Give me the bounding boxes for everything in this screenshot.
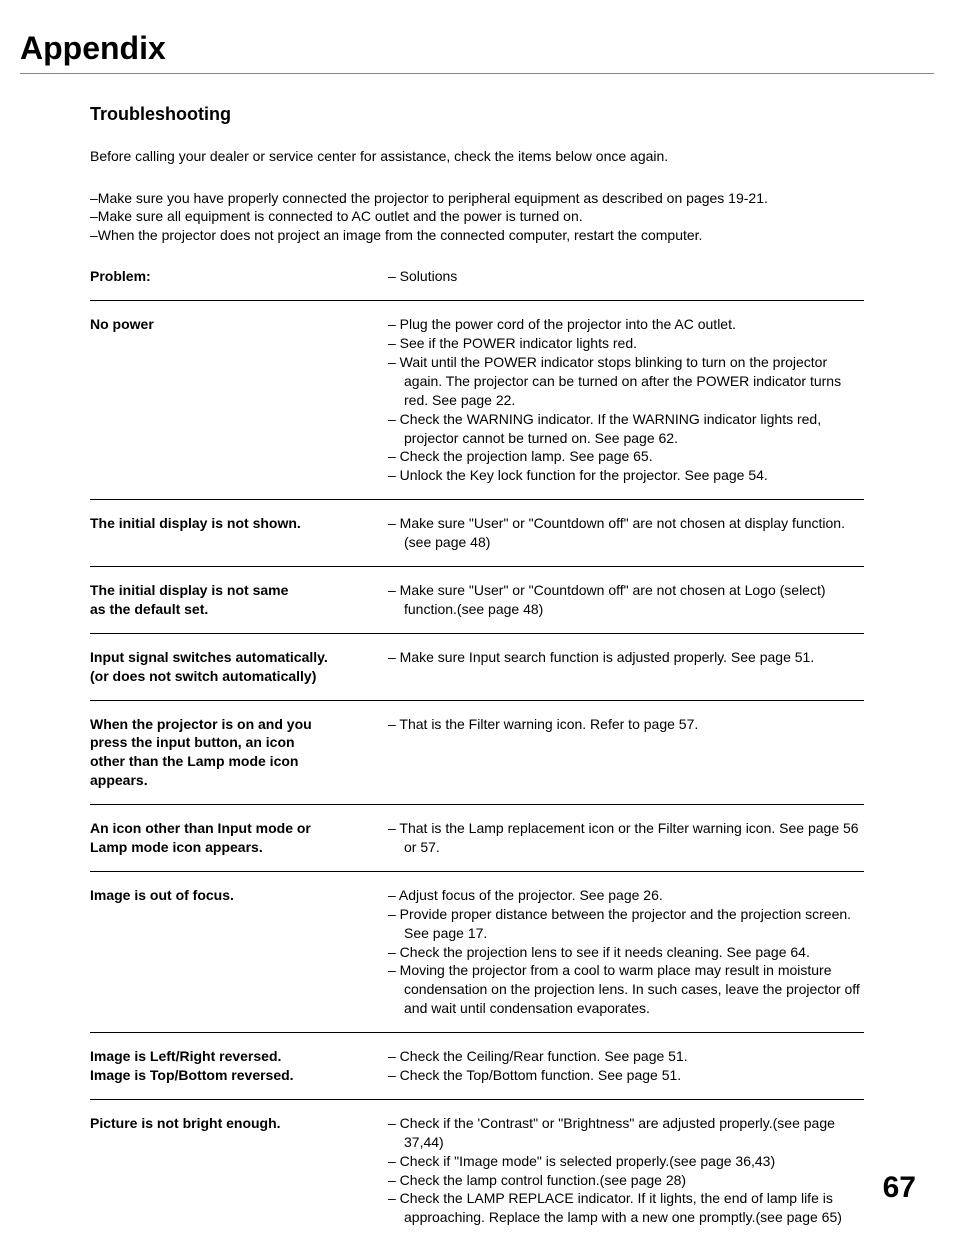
solution-cell: – Check the Ceiling/Rear function. See p… — [388, 1047, 864, 1085]
solution-line: – Check if "Image mode" is selected prop… — [388, 1152, 864, 1171]
table-row: The initial display is not shown. – Make… — [90, 500, 864, 567]
solution-line: – Wait until the POWER indicator stops b… — [388, 353, 864, 410]
table-row: When the projector is on and you press t… — [90, 701, 864, 806]
solution-cell: – Adjust focus of the projector. See pag… — [388, 886, 864, 1018]
problem-cell: Input signal switches automatically. (or… — [90, 648, 370, 686]
header-problem: Problem: — [90, 267, 370, 286]
solution-line: – Unlock the Key lock function for the p… — [388, 466, 864, 485]
solution-cell: – Make sure Input search function is adj… — [388, 648, 864, 686]
solution-line: – See if the POWER indicator lights red. — [388, 334, 864, 353]
solution-line: – Check the LAMP REPLACE indicator. If i… — [388, 1189, 864, 1227]
problem-text: When the projector is on and you — [90, 716, 312, 732]
table-row: Image is out of focus. – Adjust focus of… — [90, 872, 864, 1033]
problem-text: The initial display is not same — [90, 582, 288, 598]
solution-line: – Make sure Input search function is adj… — [388, 648, 864, 667]
solution-line: – Check if the 'Contrast" or "Brightness… — [388, 1114, 864, 1152]
problem-cell: Picture is not bright enough. — [90, 1114, 370, 1227]
problem-text: No power — [90, 316, 154, 332]
solution-cell: – Make sure "User" or "Countdown off" ar… — [388, 514, 864, 552]
solution-line: – That is the Lamp replacement icon or t… — [388, 819, 864, 857]
solution-line: – Check the Ceiling/Rear function. See p… — [388, 1047, 864, 1066]
table-row: An icon other than Input mode or Lamp mo… — [90, 805, 864, 872]
problem-cell: An icon other than Input mode or Lamp mo… — [90, 819, 370, 857]
problem-text: as the default set. — [90, 601, 208, 617]
problem-cell: The initial display is not shown. — [90, 514, 370, 552]
solution-line: – Check the WARNING indicator. If the WA… — [388, 410, 864, 448]
header-solution: – Solutions — [388, 267, 864, 286]
problem-cell: When the projector is on and you press t… — [90, 715, 370, 791]
solution-cell: – That is the Lamp replacement icon or t… — [388, 819, 864, 857]
solution-cell: – Check if the 'Contrast" or "Brightness… — [388, 1114, 864, 1227]
intro-text: Before calling your dealer or service ce… — [90, 147, 864, 167]
problem-cell: The initial display is not same as the d… — [90, 581, 370, 619]
solution-line: – Adjust focus of the projector. See pag… — [388, 886, 864, 905]
section-heading: Troubleshooting — [90, 104, 864, 125]
solution-line: – Make sure "User" or "Countdown off" ar… — [388, 581, 864, 619]
table-row: The initial display is not same as the d… — [90, 567, 864, 634]
solution-line: – Check the Top/Bottom function. See pag… — [388, 1066, 864, 1085]
solution-line: – Check the projection lens to see if it… — [388, 943, 864, 962]
problem-text: Picture is not bright enough. — [90, 1115, 281, 1131]
table-row: Input signal switches automatically. (or… — [90, 634, 864, 701]
solution-line: – Provide proper distance between the pr… — [388, 905, 864, 943]
problem-text: Image is Top/Bottom reversed. — [90, 1067, 294, 1083]
solution-cell: – That is the Filter warning icon. Refer… — [388, 715, 864, 791]
table-header-row: Problem: – Solutions — [90, 267, 864, 301]
solution-line: – That is the Filter warning icon. Refer… — [388, 715, 864, 734]
problem-text: press the input button, an icon — [90, 734, 295, 750]
header-solution-text: – Solutions — [388, 267, 864, 286]
problem-text: Input signal switches automatically. — [90, 649, 328, 665]
page-title: Appendix — [0, 30, 954, 73]
note-line: –Make sure all equipment is connected to… — [90, 207, 864, 226]
solution-line: – Check the projection lamp. See page 65… — [388, 447, 864, 466]
problem-text: Image is Left/Right reversed. — [90, 1048, 281, 1064]
problem-cell: No power — [90, 315, 370, 485]
solution-cell: – Make sure "User" or "Countdown off" ar… — [388, 581, 864, 619]
solution-line: – Make sure "User" or "Countdown off" ar… — [388, 514, 864, 552]
note-line: –Make sure you have properly connected t… — [90, 189, 864, 208]
problem-cell: Image is Left/Right reversed. Image is T… — [90, 1047, 370, 1085]
notes-block: –Make sure you have properly connected t… — [90, 189, 864, 246]
problem-text: The initial display is not shown. — [90, 515, 301, 531]
problem-text: Image is out of focus. — [90, 887, 234, 903]
problem-text: Lamp mode icon appears. — [90, 839, 263, 855]
problem-cell: Image is out of focus. — [90, 886, 370, 1018]
table-row: Picture is not bright enough. – Check if… — [90, 1100, 864, 1241]
page-number: 67 — [883, 1171, 916, 1205]
solution-line: – Moving the projector from a cool to wa… — [388, 961, 864, 1018]
page-content: Troubleshooting Before calling your deal… — [0, 74, 954, 1241]
solution-line: – Plug the power cord of the projector i… — [388, 315, 864, 334]
troubleshooting-table: Problem: – Solutions No power – Plug the… — [90, 267, 864, 1241]
note-line: –When the projector does not project an … — [90, 226, 864, 245]
problem-text: appears. — [90, 772, 148, 788]
problem-text: other than the Lamp mode icon — [90, 753, 298, 769]
table-row: No power – Plug the power cord of the pr… — [90, 301, 864, 500]
solution-line: – Check the lamp control function.(see p… — [388, 1171, 864, 1190]
table-row: Image is Left/Right reversed. Image is T… — [90, 1033, 864, 1100]
problem-text: (or does not switch automatically) — [90, 668, 316, 684]
problem-text: An icon other than Input mode or — [90, 820, 311, 836]
solution-cell: – Plug the power cord of the projector i… — [388, 315, 864, 485]
